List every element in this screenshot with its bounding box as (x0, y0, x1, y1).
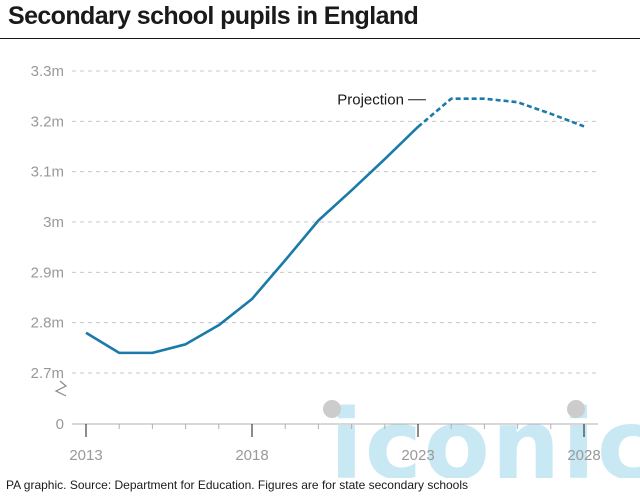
y-tick-label: 3m (43, 214, 64, 231)
x-axis: 2013 2018 2023 2028 (69, 423, 601, 464)
x-tick-label: 2018 (235, 447, 268, 464)
annotations: Projection (337, 92, 426, 109)
actual-line (85, 125, 419, 355)
axis-break-mark (54, 380, 68, 397)
annotation-label: Projection (337, 92, 404, 109)
gridlines (72, 70, 598, 425)
y-tick-label: 2.9m (31, 264, 64, 281)
series-lines (85, 97, 585, 355)
watermark-dot-right (567, 400, 585, 418)
chart-title: Secondary school pupils in England (8, 2, 419, 30)
y-tick-label: 3.3m (31, 63, 64, 80)
y-tick-label: 3.1m (31, 164, 64, 181)
watermark-dot-left (323, 400, 341, 418)
source-note: PA graphic. Source: Department for Educa… (6, 478, 469, 492)
iconic-watermark: iconic (323, 389, 640, 478)
y-tick-label: 2.7m (31, 365, 64, 382)
projection-line (417, 97, 585, 128)
x-tick-label: 2023 (401, 447, 434, 464)
y-tick-label: 2.8m (31, 315, 64, 332)
watermark-text: iconic (330, 389, 640, 478)
y-axis: 3.3m 3.2m 3.1m 3m 2.9m 2.8m 2.7m 0 (31, 63, 68, 433)
title-divider (0, 38, 640, 39)
y-tick-label: 3.2m (31, 113, 64, 130)
y-tick-label: 0 (56, 416, 64, 433)
x-tick-label: 2028 (567, 447, 600, 464)
x-tick-label: 2013 (69, 447, 102, 464)
